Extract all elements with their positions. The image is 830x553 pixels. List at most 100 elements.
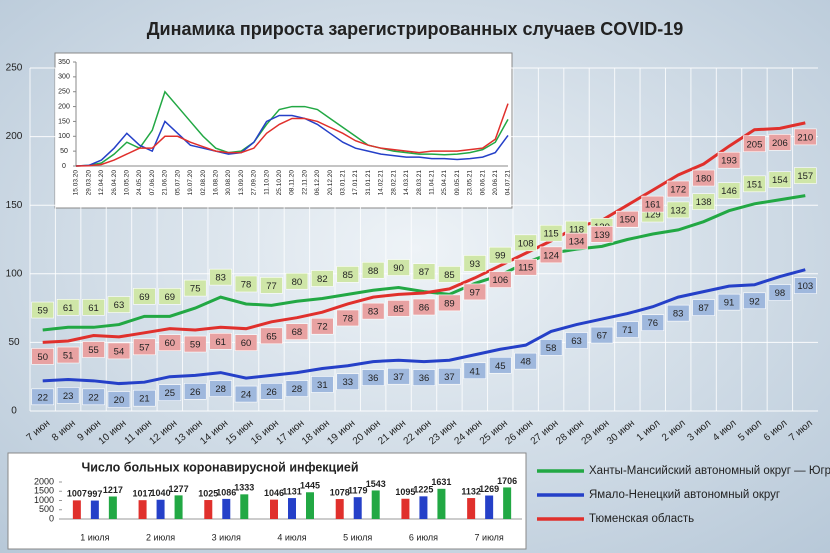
value-label-box	[209, 268, 232, 286]
value-label: 132	[670, 205, 686, 216]
bar	[240, 494, 249, 519]
value-label: 77	[266, 281, 277, 292]
value-label: 118	[569, 225, 584, 236]
x-tick-label: 11.10.20	[263, 170, 270, 195]
value-label: 83	[215, 273, 226, 284]
value-label-box	[768, 284, 792, 301]
value-label: 115	[544, 229, 559, 240]
bar	[401, 498, 410, 519]
value-label: 59	[190, 340, 201, 351]
legend-label: Ямало-Ненецкий автономный округ	[589, 489, 780, 501]
value-label: 89	[444, 298, 455, 309]
value-label-box	[234, 275, 258, 293]
value-label: 98	[775, 288, 786, 299]
value-label: 97	[470, 287, 481, 298]
value-label: 25	[165, 388, 176, 399]
value-label: 37	[444, 372, 455, 383]
value-label-box	[463, 283, 487, 301]
x-tick-label: 5 июля	[343, 532, 372, 542]
value-label-box	[56, 299, 80, 316]
value-label-box	[260, 327, 283, 345]
x-tick-label: 29.03.20	[85, 170, 92, 196]
x-tick-label: 31.01.21	[365, 170, 372, 196]
bar	[270, 499, 278, 519]
value-label: 129	[645, 210, 661, 221]
value-label: 87	[698, 303, 709, 314]
value-label-box	[260, 383, 283, 400]
bar	[306, 492, 314, 519]
bar	[419, 496, 428, 519]
bar	[503, 487, 512, 519]
value-label-box	[387, 300, 410, 317]
value-label-box	[56, 346, 80, 364]
y-tick-label: 200	[58, 103, 70, 110]
value-label-box	[488, 246, 512, 264]
value-label-box	[311, 376, 334, 393]
value-label-box	[209, 333, 232, 350]
x-tick-label: 14.03.21	[403, 170, 410, 196]
value-label: 20	[114, 395, 125, 406]
value-label: 83	[673, 309, 684, 320]
x-tick-label: 13.09.20	[238, 170, 245, 196]
y-tick-label: 350	[58, 59, 70, 66]
bar	[371, 490, 380, 519]
x-tick-label: 14.02.21	[378, 170, 385, 196]
value-label-box	[183, 335, 207, 353]
value-label-box	[412, 298, 436, 316]
value-label: 41	[470, 366, 481, 377]
value-label-box	[31, 348, 55, 365]
value-label-box	[717, 151, 741, 169]
value-label: 22	[88, 392, 99, 403]
value-label: 1217	[103, 485, 123, 495]
value-label-box	[616, 210, 639, 228]
x-tick-label: 25.10.20	[276, 170, 283, 196]
value-label-box	[285, 323, 309, 341]
bar	[204, 500, 213, 519]
value-label-box	[768, 171, 792, 189]
value-label: 1445	[300, 481, 320, 491]
value-label-box	[590, 326, 614, 344]
x-tick-label: 25.04.21	[441, 170, 448, 196]
value-label: 161	[645, 200, 661, 211]
x-tick-label: 28.03.21	[416, 170, 423, 196]
value-label: 72	[317, 322, 328, 333]
value-label-box	[209, 380, 232, 397]
value-label: 87	[419, 267, 430, 278]
value-label-box	[488, 356, 512, 374]
series-line	[75, 90, 509, 167]
value-label: 206	[772, 138, 788, 149]
value-label: 1017	[133, 489, 153, 499]
value-label-box	[641, 314, 665, 332]
legend-label: Ханты-Мансийский автономный округ — Югра	[589, 465, 830, 477]
value-label: 31	[317, 380, 328, 391]
series-line	[42, 121, 806, 344]
value-label-box	[158, 288, 182, 305]
value-label: 85	[444, 270, 455, 281]
value-label-box	[285, 272, 309, 290]
value-label-box	[539, 246, 563, 264]
value-label: 1225	[413, 485, 433, 495]
value-label: 65	[266, 331, 277, 342]
y-tick-label: 50	[60, 148, 68, 155]
value-label-box	[412, 263, 436, 280]
value-label-box	[539, 224, 563, 242]
value-label-box	[666, 201, 690, 219]
value-label: 150	[619, 215, 635, 226]
bar	[222, 498, 231, 519]
x-tick-label: 09.05.21	[454, 170, 461, 196]
value-label: 60	[165, 338, 176, 349]
value-label-box	[743, 175, 766, 193]
value-label: 26	[190, 387, 201, 398]
value-label: 157	[797, 171, 813, 182]
x-tick-label: 05.07.20	[174, 170, 181, 196]
value-label: 85	[393, 304, 404, 315]
bar	[437, 488, 446, 519]
value-label: 26	[266, 387, 277, 398]
inset-panel	[54, 52, 513, 209]
y-tick-label: 1000	[34, 495, 54, 505]
x-tick-label: 08.11.20	[289, 170, 296, 195]
value-label: 80	[292, 277, 303, 288]
value-label: 115	[518, 263, 533, 274]
value-label-box	[514, 234, 537, 252]
x-tick-label: 1 июля	[80, 532, 109, 542]
